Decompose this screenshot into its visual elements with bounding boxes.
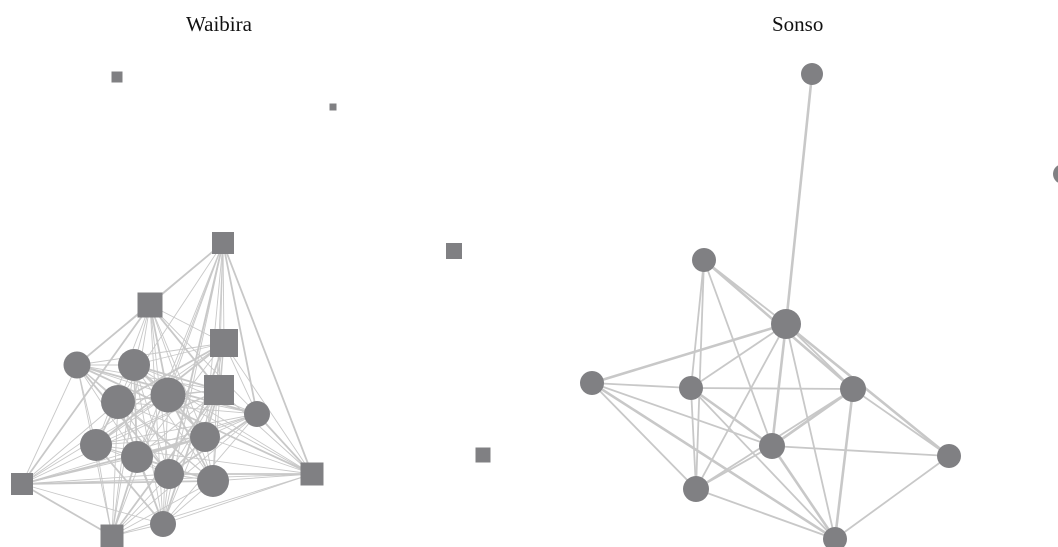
sonso-edge (695, 323, 787, 490)
waibira-edge (162, 473, 313, 525)
sonso-node-4 (580, 371, 604, 395)
waibira-node-16 (121, 441, 153, 473)
waibira-node-21 (300, 462, 324, 486)
sonso-edge (852, 388, 950, 457)
sonso-edge (591, 322, 787, 385)
waibira-node-3 (446, 243, 462, 259)
waibira-edge (111, 413, 258, 537)
sonso-node-5 (679, 376, 703, 400)
waibira-node-13 (244, 401, 270, 427)
sonso-edge (785, 323, 854, 390)
sonso-edge (591, 382, 692, 389)
waibira-edge (111, 401, 119, 537)
waibira-node-1 (111, 71, 123, 83)
sonso-edge (703, 259, 773, 447)
waibira-edge (21, 364, 78, 485)
waibira-edge (111, 473, 313, 537)
waibira-edge (21, 483, 113, 537)
waibira-edge (149, 304, 164, 525)
waibira-node-12 (150, 377, 186, 413)
sonso-node-7 (759, 433, 785, 459)
panel-title-sonso: Sonso (772, 12, 824, 36)
waibira-edge (95, 436, 206, 446)
waibira-node-22 (100, 524, 124, 547)
sonso-node-1 (801, 63, 823, 85)
waibira-edge (21, 483, 164, 525)
sonso-edge (770, 323, 788, 447)
waibira-node-11 (101, 385, 135, 419)
panel-title-waibira: Waibira (186, 12, 252, 36)
sonso-edge (770, 445, 837, 540)
sonso-node-9 (683, 476, 709, 502)
sonso-edge (833, 388, 855, 540)
sonso-edges (591, 73, 950, 541)
waibira-edge (95, 444, 164, 525)
waibira-edge (117, 401, 258, 415)
waibira-node-18 (197, 465, 229, 497)
waibira-edge (21, 304, 151, 485)
waibira-node-2 (329, 103, 337, 111)
waibira-node-15 (80, 429, 112, 461)
waibira-edge (133, 364, 170, 475)
sonso-edge (591, 381, 836, 541)
sonso-edge (690, 259, 705, 389)
waibira-node-19 (150, 511, 176, 537)
waibira-edge (21, 401, 119, 485)
sonso-edge (785, 322, 950, 458)
waibira-edge (212, 473, 313, 482)
waibira-edge (111, 436, 206, 537)
waibira-edge (133, 364, 258, 415)
waibira-edge (222, 242, 313, 475)
sonso-edge (690, 387, 836, 540)
waibira-node-8 (204, 375, 234, 405)
sonso-node-6 (840, 376, 866, 402)
waibira-edge (21, 389, 220, 485)
waibira-edge (21, 456, 138, 485)
waibira-edge (111, 480, 214, 537)
sonso-edge (695, 488, 836, 540)
offscreen-node (1053, 165, 1058, 183)
waibira-node-14 (190, 422, 220, 452)
sonso-edge (695, 445, 773, 490)
sonso-edge (591, 382, 697, 490)
waibira-edge (212, 342, 225, 482)
sonso-node-8 (937, 444, 961, 468)
sonso-node-10 (823, 527, 847, 547)
waibira-edge (162, 389, 220, 525)
waibira-edge (21, 436, 206, 485)
waibira-edge (204, 436, 313, 475)
sonso-edge (690, 387, 697, 490)
sonso-edge (690, 386, 773, 448)
sonso-edge (591, 382, 773, 447)
waibira-node-6 (137, 292, 163, 318)
waibira-node-10 (118, 349, 150, 381)
waibira-node-7 (210, 329, 238, 357)
sonso-edge (785, 323, 836, 540)
waibira-nodes (11, 71, 491, 547)
waibira-node-5 (212, 232, 234, 254)
waibira-edge (218, 389, 313, 475)
sonso-nodes (580, 63, 1058, 547)
sonso-node-3 (771, 309, 801, 339)
sonso-edge (834, 455, 950, 540)
sonso-edge (690, 323, 787, 389)
waibira-edge (21, 473, 170, 485)
waibira-node-9 (63, 351, 91, 379)
waibira-edge (76, 342, 225, 366)
sonso-edge (784, 73, 814, 325)
sonso-node-2 (692, 248, 716, 272)
waibira-node-20 (11, 473, 33, 495)
waibira-edge (95, 413, 258, 446)
waibira-node-4 (475, 447, 491, 463)
waibira-edge (222, 242, 258, 415)
sonso-edge (690, 387, 854, 390)
waibira-edge (76, 364, 313, 475)
sonso-edge (771, 445, 950, 457)
waibira-edge (76, 364, 170, 475)
waibira-edge (222, 242, 225, 344)
waibira-node-17 (154, 459, 184, 489)
waibira-edge (149, 304, 206, 438)
